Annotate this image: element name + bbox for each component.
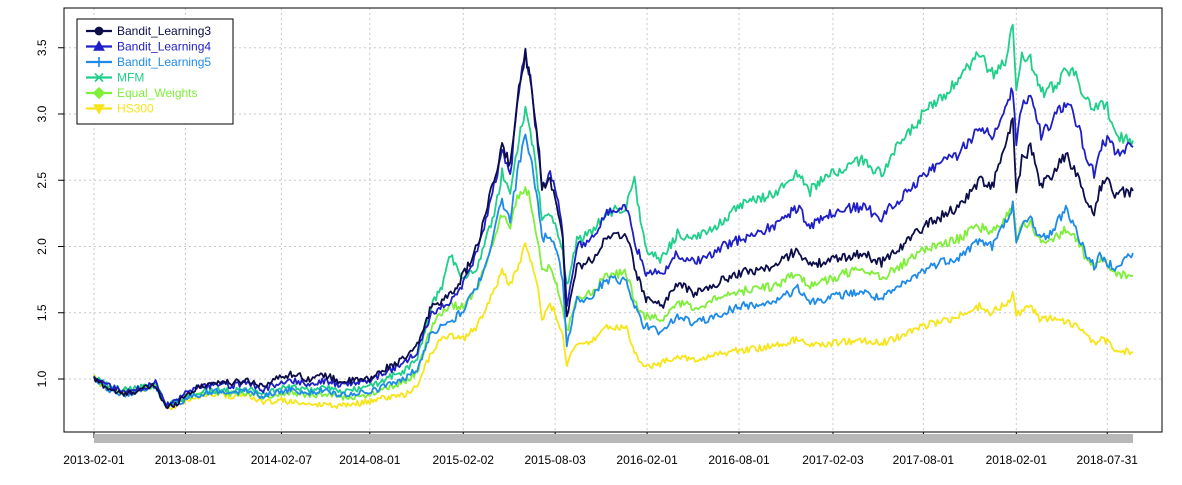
legend-label: Bandit_Learning5	[117, 55, 211, 69]
y-tick-label: 1.0	[35, 370, 49, 387]
legend-label: Equal_Weights	[117, 86, 198, 100]
x-tick-label: 2013-02-01	[63, 453, 125, 467]
y-tick-label: 3.0	[35, 105, 49, 122]
legend-label: HS300	[117, 102, 154, 116]
x-tick-label: 2018-02-01	[986, 453, 1048, 467]
series-line-bandit-learning5	[93, 133, 1134, 407]
y-tick-label: 2.5	[35, 172, 49, 189]
y-tick-label: 3.5	[35, 39, 49, 56]
legend-label: Bandit_Learning3	[117, 24, 211, 38]
x-tick-label: 2013-08-01	[155, 453, 217, 467]
legend-marker-circle-icon	[94, 26, 104, 36]
series-line-equal-weights	[93, 186, 1134, 409]
y-tick-label: 2.0	[35, 238, 49, 255]
x-tick-label: 2014-02-07	[251, 453, 313, 467]
legend-label: MFM	[117, 71, 144, 85]
legend-marker-triangle-down-icon	[93, 104, 105, 115]
x-tick-label: 2014-08-01	[339, 453, 401, 467]
x-axis: 2013-02-01 2013-08-01 2014-02-07 2014-08-01…	[63, 432, 1138, 467]
y-axis: 1.0 1.5 2.0 2.5 3.0 3.5	[35, 39, 64, 387]
series-line-hs300	[93, 242, 1134, 411]
plot-frame	[63, 7, 1163, 433]
legend-marker-diamond-icon	[92, 86, 106, 100]
series-line-bandit-learning3	[93, 48, 1134, 410]
series-layer	[93, 23, 1134, 411]
legend-marker-plus-icon	[94, 57, 104, 67]
x-tick-label: 2016-08-01	[708, 453, 770, 467]
series-line-bandit-learning4	[93, 48, 1134, 409]
date-rug	[94, 434, 1133, 443]
legend-marker-triangle-icon	[93, 40, 105, 51]
x-tick-label: 2015-08-03	[524, 453, 586, 467]
x-tick-label: 2018-07-31	[1077, 453, 1139, 467]
x-tick-label: 2016-02-01	[616, 453, 678, 467]
series-line-mfm	[93, 23, 1134, 408]
legend-label: Bandit_Learning4	[117, 40, 211, 54]
x-tick-label: 2017-08-01	[893, 453, 955, 467]
x-tick-label: 2015-02-02	[433, 453, 495, 467]
legend-marker-cross-icon	[94, 72, 104, 83]
legend: Bandit_Learning3 Bandit_Learning4Bandit_L…	[76, 18, 234, 125]
y-tick-label: 1.5	[35, 304, 49, 321]
x-tick-label: 2017-02-03	[802, 453, 864, 467]
